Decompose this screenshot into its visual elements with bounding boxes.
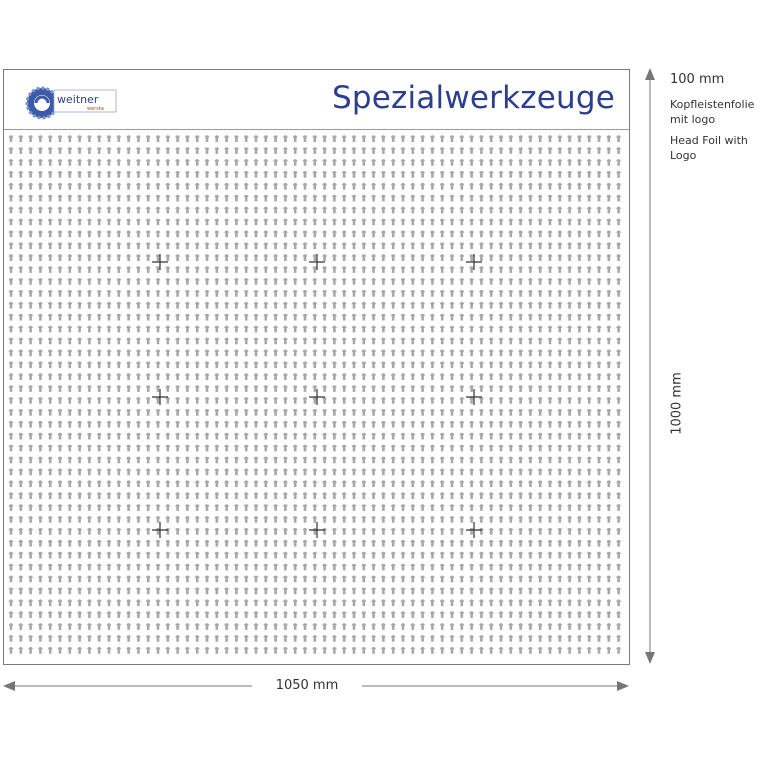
keyhole-grid xyxy=(8,135,621,654)
mounting-crosshair-icon xyxy=(152,254,168,270)
keyhole-holes xyxy=(8,135,621,654)
perforated-grid xyxy=(4,130,629,664)
logo-text: weitner xyxy=(57,93,99,106)
arrow-up-icon xyxy=(645,68,655,80)
mounting-crosshair-icon xyxy=(309,522,325,538)
width-label: 1050 mm xyxy=(252,678,362,693)
panel-title: Spezialwerkzeuge xyxy=(332,80,615,116)
logo-subtext: wersta xyxy=(87,106,104,112)
mounting-crosshair-icon xyxy=(309,254,325,270)
head-foil-label-en: Head Foil with Logo xyxy=(670,134,748,162)
arrow-down-icon xyxy=(645,652,655,664)
head-foil: weitner wersta Spezialwerkzeuge xyxy=(4,70,629,130)
mounting-crosshair-icon xyxy=(466,254,482,270)
mounting-crosshair-icon xyxy=(152,389,168,405)
total-height-label: 1000 mm xyxy=(669,363,685,444)
mounting-crosshair-icon xyxy=(152,522,168,538)
mounting-crosshair-icon xyxy=(466,522,482,538)
head-foil-label-de: Kopfleistenfolie mit logo xyxy=(670,98,755,126)
mounting-crosshair-icon xyxy=(466,389,482,405)
tool-board: weitner wersta Spezialwerkzeuge xyxy=(3,69,630,665)
arrow-right-icon xyxy=(617,681,629,691)
mounting-crosshair-icon xyxy=(309,389,325,405)
keyhole-pattern xyxy=(8,135,621,654)
weitner-logo: weitner wersta xyxy=(25,86,117,120)
arrow-left-icon xyxy=(3,681,15,691)
header-height-label: 100 mm xyxy=(670,72,725,87)
